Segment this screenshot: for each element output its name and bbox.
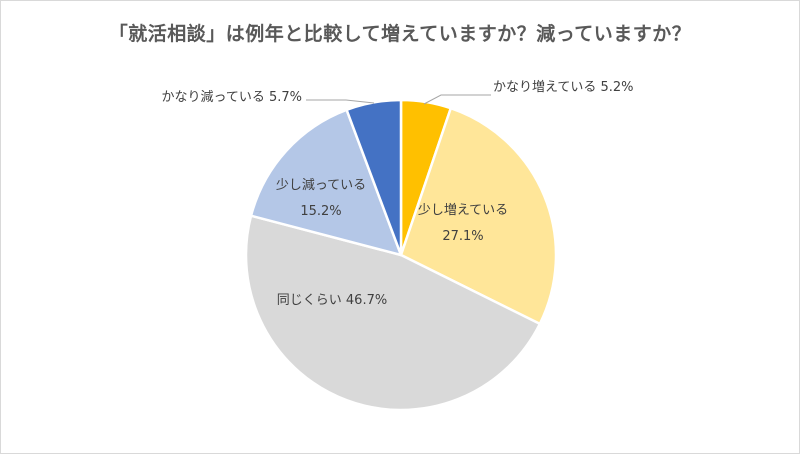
- slice-value-5: 5.7%: [265, 90, 302, 105]
- slice-label-2: 少し増えている: [418, 203, 508, 218]
- pie-slices: [244, 98, 558, 412]
- slice-value-3: 46.7%: [342, 293, 387, 308]
- leader-line-5: [306, 99, 375, 104]
- data-label-3: 同じくらい 46.7%: [277, 293, 387, 308]
- leader-line-1: [423, 94, 491, 105]
- slice-label-3: 同じくらい: [277, 293, 342, 308]
- pie-slice-3: [244, 214, 542, 412]
- slice-value-2: 27.1%: [442, 229, 483, 244]
- slice-value-1: 5.2%: [596, 80, 633, 95]
- pie-slice-2: [399, 106, 558, 326]
- chart-title: 「就活相談」は例年と比較して増えていますか？減っていますか？: [108, 23, 692, 45]
- leader-lines: [306, 94, 491, 105]
- slice-label-4: 少し減っている: [276, 177, 366, 193]
- pie-slice-4: [249, 108, 403, 257]
- slice-label-1: かなり増えている: [493, 80, 596, 95]
- slice-label-5: かなり減っている: [161, 89, 264, 105]
- data-labels: かなり増えている 5.2% 少し増えている 27.1% 同じくらい 46.7% 少し減っ…: [161, 80, 633, 308]
- data-label-5: かなり減っている 5.7%: [161, 89, 302, 105]
- data-label-1: かなり増えている 5.2%: [493, 80, 634, 95]
- slice-value-4: 15.2%: [300, 204, 341, 219]
